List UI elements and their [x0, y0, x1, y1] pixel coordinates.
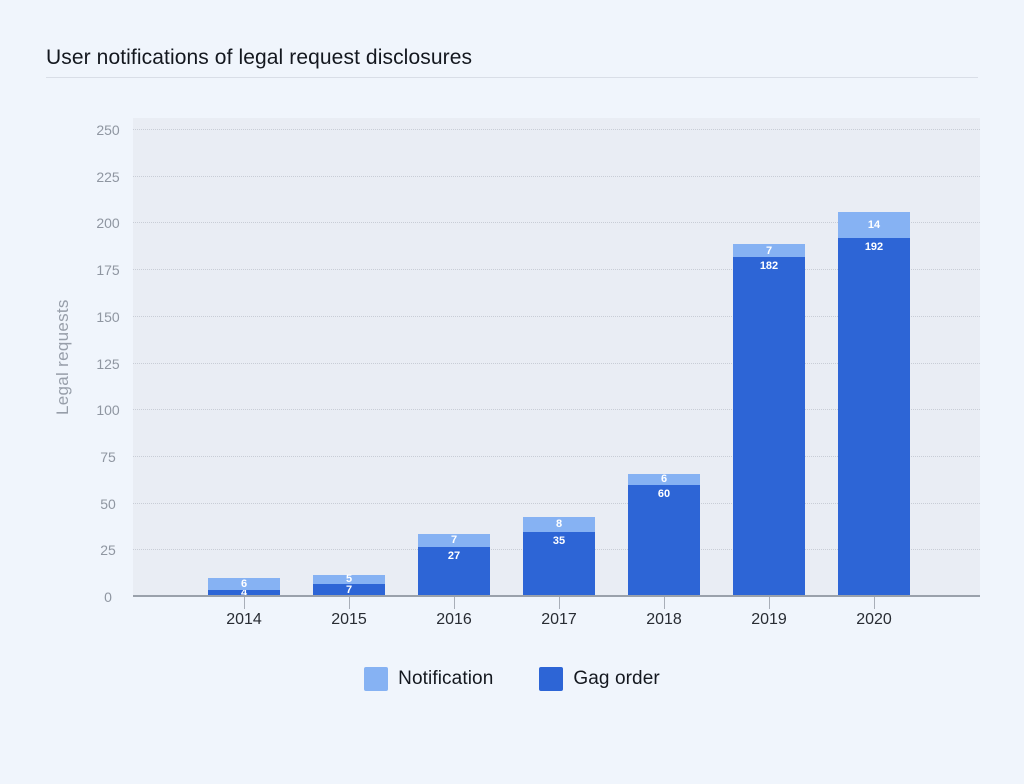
x-tick-mark: [454, 597, 455, 609]
y-tick-label: 250: [96, 122, 120, 138]
bar-segment-gag-order: 7: [313, 583, 385, 597]
gridline: [133, 315, 980, 317]
x-tick-label: 2019: [751, 611, 787, 628]
value-label: 5: [345, 573, 353, 586]
x-tick-label: 2015: [331, 611, 367, 628]
value-label: 35: [552, 534, 566, 547]
value-label: 6: [240, 577, 248, 590]
value-label: 14: [867, 219, 881, 232]
y-axis-tick-labels: 0 25 50 75 100 125 150 175 200 225 250: [78, 118, 138, 605]
y-tick-label: 25: [100, 542, 116, 559]
x-tick-mark: [349, 597, 350, 609]
bar-segment-notification: 7: [418, 533, 490, 547]
bar-segment-gag-order: 27: [418, 546, 490, 597]
x-tick-label: 2014: [226, 611, 262, 628]
gridline: [133, 362, 980, 364]
gridline: [133, 269, 980, 271]
gridline: [133, 455, 980, 457]
x-tick-label: 2020: [856, 611, 892, 628]
x-axis-line: [133, 595, 980, 597]
gridline: [133, 409, 980, 411]
value-label: 192: [864, 241, 884, 254]
y-tick-label: 75: [100, 448, 116, 465]
legend-swatch: [539, 667, 564, 691]
x-tick-mark: [874, 597, 875, 609]
y-tick-label: 125: [96, 355, 120, 372]
bar-segment-notification: 8: [523, 516, 595, 532]
x-tick-mark: [559, 597, 560, 609]
y-tick-label: 0: [104, 589, 112, 605]
bar-segment-notification: 6: [628, 473, 700, 486]
x-tick-mark: [244, 597, 245, 609]
value-label: 7: [450, 534, 458, 547]
bar-segment-gag-order: 192: [838, 238, 910, 597]
title-divider: [46, 77, 978, 78]
x-tick-label: 2017: [541, 611, 577, 628]
y-tick-label: 200: [96, 215, 120, 232]
bar-segment-notification: 6: [208, 577, 280, 590]
value-label: 6: [660, 473, 668, 486]
x-tick-label: 2016: [436, 611, 472, 628]
y-tick-label: 225: [96, 168, 120, 185]
gridline: [133, 222, 980, 224]
legend-item-gag-order: Gag order: [539, 667, 660, 691]
bar-segment-gag-order: 182: [733, 257, 805, 597]
x-tick-label: 2018: [646, 611, 682, 628]
bar-segment-notification: 14: [838, 212, 910, 239]
value-label: 8: [555, 518, 563, 531]
bar-segment-gag-order: 35: [523, 531, 595, 597]
value-label: 27: [447, 549, 461, 562]
legend: Notification Gag order: [0, 667, 1024, 691]
plot-area: 4 6 7 5 27 7 35 8 60 6 182 7 192 14: [133, 118, 980, 600]
y-tick-label: 50: [100, 495, 116, 512]
legend-label: Notification: [398, 668, 494, 689]
y-axis-title: Legal requests: [53, 299, 72, 416]
value-label: 4: [240, 587, 248, 600]
value-label: 7: [765, 244, 773, 257]
y-tick-label: 150: [96, 308, 120, 325]
value-label: 7: [345, 584, 353, 597]
gridline: [133, 502, 980, 504]
bar-segment-gag-order: 4: [208, 587, 280, 600]
y-tick-label: 175: [96, 262, 120, 279]
x-tick-mark: [769, 597, 770, 609]
bar-segment-notification: 5: [313, 573, 385, 586]
bar-segment-gag-order: 60: [628, 484, 700, 597]
chart-title: User notifications of legal request disc…: [46, 46, 473, 69]
x-tick-mark: [664, 597, 665, 609]
gridline: [133, 175, 980, 177]
bar-segment-notification: 7: [733, 243, 805, 258]
legend-item-notification: Notification: [364, 667, 493, 691]
gridline: [133, 129, 980, 130]
legend-label: Gag order: [573, 668, 660, 689]
legend-swatch: [364, 667, 389, 691]
value-label: 182: [759, 260, 779, 273]
y-tick-label: 100: [96, 402, 120, 419]
value-label: 60: [657, 487, 671, 500]
